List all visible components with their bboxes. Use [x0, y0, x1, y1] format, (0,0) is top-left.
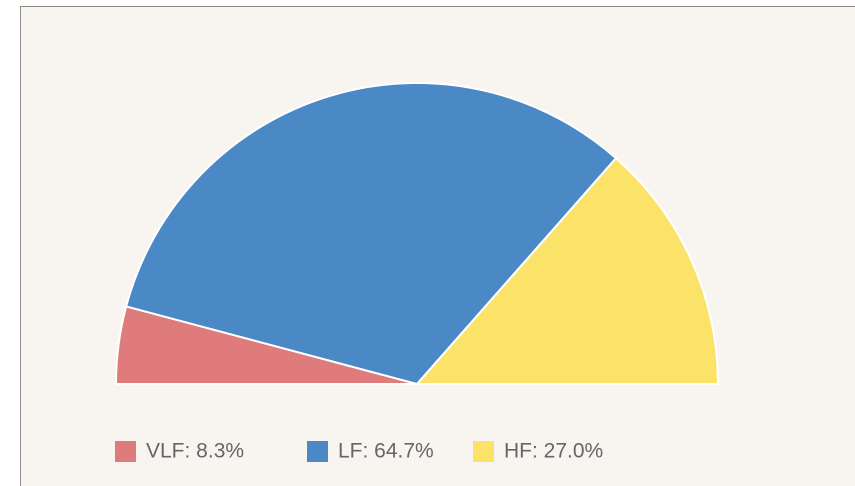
legend-label: HF: 27.0% — [504, 440, 603, 463]
legend-swatch — [473, 441, 494, 462]
legend-swatch — [307, 441, 328, 462]
slice — [414, 156, 720, 385]
legend-label: LF: 64.7% — [338, 440, 434, 463]
legend-swatch — [115, 441, 136, 462]
slice — [124, 82, 618, 386]
legend-label: VLF: 8.3% — [146, 440, 244, 463]
